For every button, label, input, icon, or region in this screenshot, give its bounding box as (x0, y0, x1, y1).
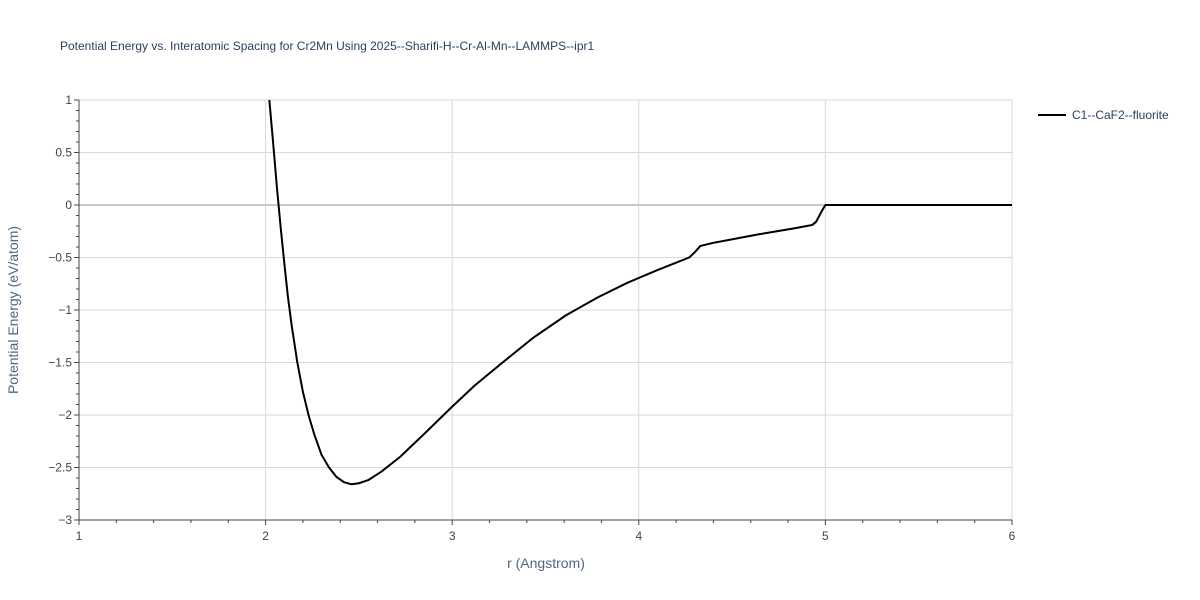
y-tick-label: 0.5 (55, 146, 72, 160)
x-tick-label: 2 (262, 529, 269, 543)
series (268, 99, 1012, 486)
x-tick-label: 5 (822, 529, 829, 543)
y-tick-label: −3 (58, 513, 72, 527)
chart-title: Potential Energy vs. Interatomic Spacing… (60, 39, 594, 53)
legend-label-c1-caf2-fluorite: C1--CaF2--fluorite (1072, 108, 1169, 122)
y-tick-label: 1 (65, 93, 72, 107)
tick-labels: 1 2 3 4 5 6 1 0.5 0 −0.5 −1 −1.5 −2 −2.5 −3 (48, 93, 1015, 543)
y-tick-label: −1.5 (48, 356, 72, 370)
y-tick-label: −1 (58, 303, 72, 317)
y-tick-label: −0.5 (48, 251, 72, 265)
x-tick-label: 4 (635, 529, 642, 543)
y-axis-title: Potential Energy (eV/atom) (5, 226, 21, 394)
axes (74, 99, 1013, 525)
y-tick-label: 0 (65, 198, 72, 212)
x-tick-label: 1 (76, 529, 83, 543)
y-tick-label: −2 (58, 408, 72, 422)
legend[interactable]: C1--CaF2--fluorite (1038, 108, 1169, 122)
grid (79, 99, 1013, 520)
y-tick-label: −2.5 (48, 461, 72, 475)
x-axis-title: r (Angstrom) (507, 555, 585, 571)
x-tick-label: 3 (449, 529, 456, 543)
x-tick-label: 6 (1009, 529, 1016, 543)
series-line-c1-caf2-fluorite (268, 99, 1012, 486)
